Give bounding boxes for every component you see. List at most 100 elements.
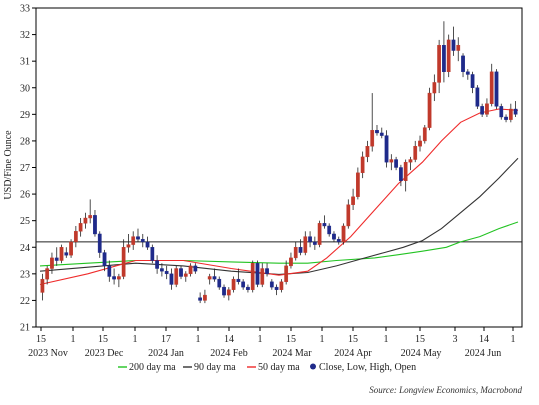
y-tick-label: 31 [20, 57, 30, 68]
candle-body [293, 247, 298, 259]
candle-body [475, 87, 480, 107]
candle-body [260, 268, 265, 285]
candle-body [269, 281, 274, 288]
candle-body [255, 263, 260, 285]
y-tick-label: 32 [20, 30, 30, 41]
candle-body [112, 276, 116, 280]
candle-body [164, 270, 169, 275]
candle-body [107, 265, 112, 277]
candle-body [465, 71, 470, 75]
candle-body [317, 223, 322, 245]
candle-body [59, 247, 64, 261]
y-tick-label: 28 [20, 136, 30, 147]
candle-body [427, 92, 432, 128]
series-line-50-day-ma [39, 108, 519, 286]
x-tick-label: 3 [453, 334, 458, 345]
candle-body [379, 132, 384, 136]
candle-body [203, 294, 207, 301]
candle-body [69, 241, 73, 256]
candle-body [250, 263, 255, 290]
candle-body [140, 239, 145, 243]
candle-body [437, 45, 442, 83]
x-tick-label: 1 [71, 334, 76, 345]
candle-body [508, 108, 513, 120]
y-tick-label: 24 [20, 243, 30, 254]
candle-body [207, 276, 212, 280]
candle-body [384, 135, 389, 163]
x-tick-label: 1 [511, 334, 516, 345]
legend-label: 50 day ma [258, 362, 300, 373]
candle-body [499, 106, 504, 118]
candle-body [355, 172, 360, 197]
candle-body [365, 146, 370, 158]
legend-label: 90 day ma [194, 362, 236, 373]
candle-body [45, 268, 50, 280]
candle-body [265, 268, 269, 275]
candle-body [494, 71, 499, 107]
candle-body [375, 130, 379, 134]
x-tick-label: 15 [415, 334, 425, 345]
candle-body [241, 281, 246, 288]
y-tick-label: 22 [20, 296, 30, 307]
x-tick-label: 1 [384, 334, 389, 345]
legend-label: 200 day ma [129, 362, 176, 373]
candle-body [418, 140, 422, 147]
candle-body [513, 108, 518, 115]
x-tick-label: 15 [98, 334, 108, 345]
series-line-90-day-ma [39, 157, 519, 275]
candle-body [212, 276, 217, 280]
candle-body [183, 273, 188, 277]
x-tick-label: 1 [133, 334, 138, 345]
candle-body [83, 217, 88, 224]
candle-body [78, 223, 83, 232]
candle-body [485, 103, 489, 115]
candle-body [446, 39, 451, 73]
candle-body [442, 45, 446, 73]
y-tick-label: 27 [20, 163, 30, 174]
chart-source: Source: Longview Economics, Macrobond [369, 385, 522, 395]
candle-body [303, 236, 308, 253]
candle-body [504, 116, 508, 120]
candle-body [456, 45, 461, 51]
x-tick-label: 15 [286, 334, 296, 345]
candle-body [470, 74, 475, 88]
candle-body [136, 236, 140, 240]
candle-body [346, 204, 351, 227]
candle-body [121, 247, 126, 277]
candle-body [131, 236, 136, 245]
candle-body [341, 225, 346, 243]
candle-body [188, 265, 193, 275]
candle-body [279, 281, 284, 290]
candle-body [336, 239, 341, 243]
candle-body [408, 159, 413, 163]
candle-body [422, 127, 427, 142]
x-tick-label: 1 [320, 334, 325, 345]
x-month-label: 2024 Apr [334, 348, 372, 359]
x-month-label: 2024 Jun [465, 348, 501, 359]
candle-body [461, 55, 465, 72]
candle-body [169, 273, 174, 285]
y-tick-label: 29 [20, 110, 30, 121]
candle-body [102, 252, 107, 267]
candle-body [308, 236, 312, 243]
x-month-label: 2024 Jan [148, 348, 184, 359]
y-tick-label: 25 [20, 216, 30, 227]
x-month-label: 2024 Mar [272, 348, 312, 359]
y-axis-title: USD/Fine Ounce [3, 130, 14, 200]
x-tick-label: 1 [258, 334, 263, 345]
candle-body [274, 286, 279, 290]
candle-body [150, 247, 155, 261]
x-month-label: 2024 Feb [210, 348, 248, 359]
candle-body [222, 286, 226, 296]
candle-body [73, 231, 78, 243]
x-tick-label: 14 [479, 334, 489, 345]
candle-body [50, 257, 54, 269]
candle-body [236, 278, 241, 283]
candle-body [198, 297, 203, 301]
candle-body [480, 106, 485, 115]
candle-body [54, 257, 59, 261]
candle-body [145, 241, 150, 248]
candle-body [289, 257, 293, 267]
x-month-label: 2024 May [401, 348, 442, 359]
